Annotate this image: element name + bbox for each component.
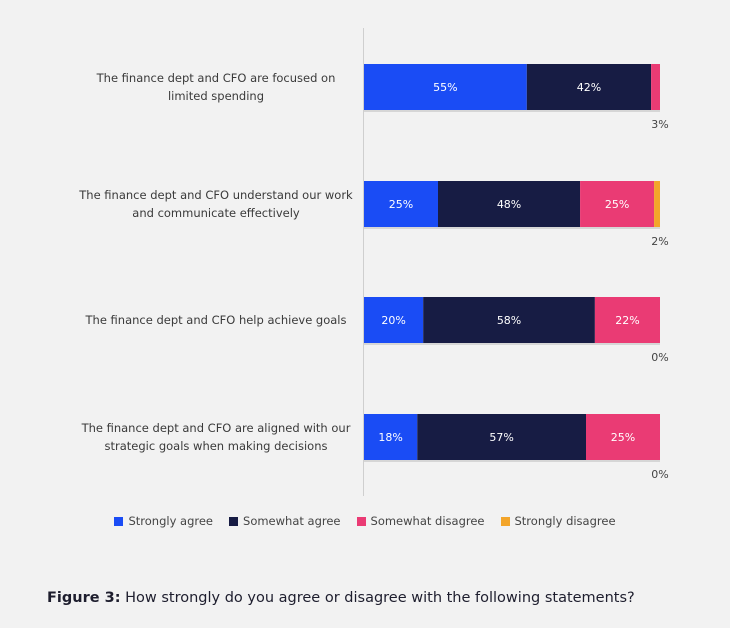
legend-label: Strongly agree	[128, 514, 214, 528]
segment-label: 22%	[615, 314, 639, 327]
segment-label: 18%	[378, 431, 402, 444]
bar-segment	[580, 181, 655, 227]
legend-item-strongly-agree: Strongly agree	[114, 514, 213, 528]
category-label: limited spending	[168, 89, 264, 103]
legend-item-strongly-disagree: Strongly disagree	[500, 514, 616, 528]
segment-label: 25%	[389, 198, 413, 211]
outside-value-label: 2%	[651, 235, 668, 248]
category-label: The finance dept and CFO are focused on	[96, 71, 336, 85]
bar-segment	[526, 64, 652, 110]
legend-swatch	[114, 516, 124, 526]
segment-label: 25%	[605, 198, 629, 211]
legend-swatch	[356, 516, 366, 526]
segment-label: 58%	[497, 314, 521, 327]
bar-shadow	[364, 227, 660, 229]
legend-label: Strongly disagree	[514, 514, 616, 528]
segment-label: 42%	[577, 81, 601, 94]
segment-label: 20%	[381, 314, 405, 327]
segment-label: 55%	[433, 81, 457, 94]
legend-swatch	[229, 516, 239, 526]
caption-prefix: Figure 3:	[47, 590, 121, 606]
outside-value-label: 0%	[651, 351, 668, 364]
bar-segment	[586, 414, 660, 460]
segment-label: 48%	[497, 198, 521, 211]
bar-segment	[654, 181, 660, 227]
bar-shadow	[364, 460, 660, 462]
figure-caption: Figure 3: How strongly do you agree or d…	[47, 590, 635, 606]
outside-value-label: 3%	[651, 118, 668, 131]
bar-segment	[594, 297, 660, 343]
category-label: strategic goals when making decisions	[104, 439, 327, 453]
legend: Strongly agree Somewhat agree Somewhat d…	[0, 514, 730, 528]
legend-label: Somewhat disagree	[370, 514, 485, 528]
bar-segment	[438, 181, 581, 227]
category-label: The finance dept and CFO help achieve go…	[85, 313, 347, 327]
bar-segment	[364, 181, 438, 227]
bar-segment	[364, 64, 527, 110]
legend-swatch	[500, 516, 510, 526]
bar-segment	[423, 297, 595, 343]
category-label: and communicate effectively	[132, 206, 300, 220]
bar-shadow	[364, 343, 660, 345]
caption-text: How strongly do you agree or disagree wi…	[120, 590, 635, 606]
bar-segment	[364, 297, 424, 343]
outside-value-label: 0%	[651, 468, 668, 481]
bar-shadow	[364, 110, 660, 112]
bar-segment	[364, 414, 418, 460]
bar-segment	[651, 64, 660, 110]
segment-label: 25%	[611, 431, 635, 444]
segment-label: 57%	[489, 431, 513, 444]
legend-item-somewhat-disagree: Somewhat disagree	[356, 514, 485, 528]
category-label: The finance dept and CFO understand our …	[78, 188, 353, 202]
stacked-bar-chart: The finance dept and CFO are focused on l…	[78, 28, 669, 496]
legend-item-somewhat-agree: Somewhat agree	[229, 514, 341, 528]
bar-segment	[417, 414, 586, 460]
legend-label: Somewhat agree	[243, 514, 341, 528]
category-label: The finance dept and CFO are aligned wit…	[81, 421, 351, 435]
